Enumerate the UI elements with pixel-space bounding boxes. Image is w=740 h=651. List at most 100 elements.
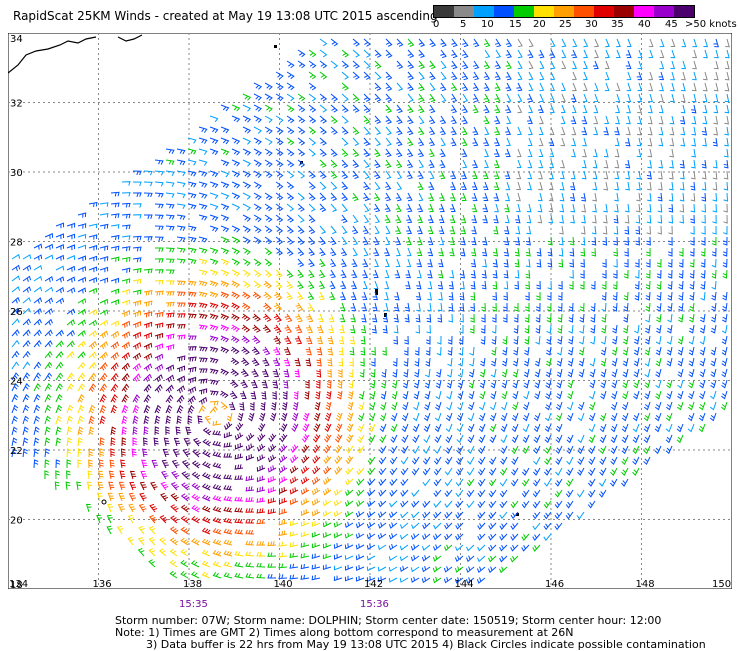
wind-barb: [388, 555, 398, 561]
wind-barb: [279, 433, 288, 443]
colorbar-swatch: [674, 6, 694, 17]
wind-barb: [11, 296, 20, 304]
wind-barb: [579, 324, 585, 334]
wind-barb: [275, 192, 284, 201]
wind-barb: [504, 170, 511, 180]
wind-barb: [523, 401, 530, 411]
wind-barb: [345, 489, 354, 497]
wind-barb: [578, 368, 585, 378]
wind-barb: [231, 159, 241, 167]
wind-barb: [366, 532, 376, 540]
wind-barb: [143, 437, 148, 447]
wind-barb: [658, 137, 664, 147]
wind-barb: [307, 302, 314, 312]
wind-barb: [44, 372, 53, 381]
wind-barb: [143, 321, 153, 329]
wind-barb: [413, 379, 420, 389]
wind-barb: [412, 445, 420, 454]
wind-barb: [637, 104, 642, 114]
wind-barb: [330, 104, 338, 113]
wind-barb: [77, 308, 87, 316]
wind-barb: [176, 415, 182, 425]
wind-barb: [388, 533, 398, 540]
wind-barb: [676, 423, 684, 433]
wind-barb: [612, 335, 618, 345]
wind-barb: [240, 379, 249, 389]
wind-barb: [689, 302, 695, 312]
wind-barb: [311, 531, 321, 538]
wind-barb: [355, 575, 365, 582]
wind-barb: [445, 445, 453, 454]
wind-barb: [461, 148, 468, 158]
wind-barb: [450, 181, 457, 191]
wind-barb: [426, 336, 431, 345]
longitude-label: 144: [455, 579, 474, 589]
wind-barb: [355, 565, 365, 572]
wind-barb: [297, 115, 306, 124]
wind-barb: [480, 324, 486, 334]
wind-barb: [352, 148, 360, 157]
wind-barb: [446, 379, 453, 389]
wind-barb: [532, 533, 541, 541]
wind-barb: [532, 511, 541, 520]
wind-barb: [433, 511, 442, 519]
wind-barb: [421, 576, 431, 584]
wind-barb: [322, 487, 332, 496]
wind-barb: [624, 214, 630, 224]
wind-barb: [405, 236, 412, 246]
wind-barb: [482, 192, 489, 201]
wind-barb: [165, 426, 170, 436]
wind-barb: [614, 159, 620, 169]
wind-barb: [593, 93, 599, 103]
wind-barb: [369, 401, 376, 411]
wind-barb: [169, 537, 179, 546]
wind-barb: [632, 456, 640, 466]
wind-barb: [391, 379, 398, 389]
wind-barb: [99, 212, 109, 218]
wind-barb: [191, 538, 200, 546]
wind-barb: [275, 269, 283, 278]
wind-barb: [621, 445, 629, 455]
wind-barb: [341, 71, 349, 80]
wind-barb: [556, 390, 563, 400]
wind-barb: [242, 192, 251, 200]
wind-barb: [633, 379, 640, 389]
wind-barb: [611, 401, 618, 411]
wind-barb: [308, 126, 317, 135]
wind-barb: [209, 192, 219, 199]
wind-barb: [556, 357, 563, 367]
wind-barb: [256, 497, 266, 503]
wind-barb: [439, 192, 446, 202]
wind-barb: [66, 255, 76, 260]
wind-barb: [323, 444, 332, 454]
wind-barb: [666, 390, 673, 400]
wind-barb: [546, 324, 552, 334]
wind-barb: [286, 280, 294, 289]
wind-barb: [66, 319, 76, 326]
wind-barb: [461, 104, 468, 114]
wind-barb: [355, 511, 365, 518]
wind-barb: [527, 49, 534, 59]
wind-barb: [187, 159, 197, 166]
wind-barb: [363, 203, 370, 213]
wind-barb: [275, 126, 284, 135]
wind-barb: [581, 126, 588, 136]
wind-barb: [572, 38, 578, 48]
longitude-label: 136: [93, 579, 112, 589]
wind-barb: [201, 505, 211, 513]
wind-barb: [209, 258, 219, 265]
wind-barb: [264, 82, 273, 90]
wind-barb: [372, 313, 378, 323]
wind-barb: [587, 489, 596, 498]
wind-barb: [699, 368, 706, 378]
wind-barb: [460, 247, 466, 257]
wind-barb: [121, 202, 131, 208]
wind-barb: [488, 511, 497, 520]
wind-barb: [569, 236, 575, 246]
wind-barb: [570, 181, 576, 191]
wind-barb: [572, 82, 577, 92]
wind-barb: [359, 368, 365, 378]
wind-barb: [554, 489, 563, 498]
wind-barb: [201, 560, 211, 568]
